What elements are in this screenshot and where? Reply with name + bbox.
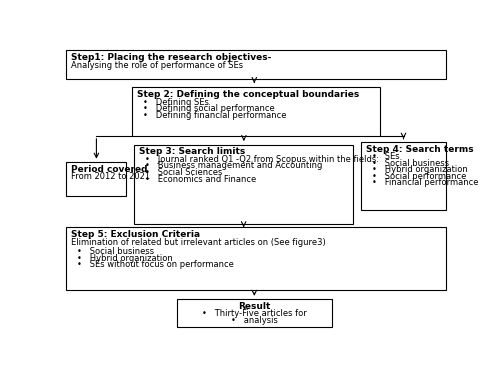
Text: •   Financial performance: • Financial performance [372, 178, 478, 187]
Text: •   Journal ranked Q1 -Q2 from Scopus within the fields:: • Journal ranked Q1 -Q2 from Scopus with… [145, 155, 379, 164]
FancyBboxPatch shape [66, 227, 446, 290]
Text: •   SEs without focus on performance: • SEs without focus on performance [77, 260, 234, 269]
Text: •   SEs: • SEs [372, 152, 400, 161]
Text: •   Economics and Finance: • Economics and Finance [145, 175, 256, 184]
FancyBboxPatch shape [134, 144, 353, 224]
Text: Step 4: Search terms: Step 4: Search terms [366, 144, 474, 154]
FancyBboxPatch shape [66, 50, 446, 79]
Text: Step 3: Search limits: Step 3: Search limits [139, 147, 246, 156]
Text: •   Defining social performance: • Defining social performance [143, 104, 275, 114]
Text: Step 5: Exclusion Criteria: Step 5: Exclusion Criteria [72, 230, 200, 239]
Text: •   Defining financial performance: • Defining financial performance [143, 111, 286, 120]
Text: •   Social business: • Social business [372, 159, 449, 168]
Text: From 2012 to 2021: From 2012 to 2021 [72, 172, 150, 181]
Text: •   Hybrid organization: • Hybrid organization [372, 165, 468, 174]
Text: •   Social Sciences: • Social Sciences [145, 168, 222, 177]
FancyBboxPatch shape [361, 142, 446, 210]
Text: •   Defining SEs: • Defining SEs [143, 98, 209, 107]
Text: Analysing the role of performance of SEs: Analysing the role of performance of SEs [72, 60, 244, 70]
Text: •   Business management and Accounting: • Business management and Accounting [145, 161, 322, 171]
Text: Period covered: Period covered [72, 164, 148, 174]
FancyBboxPatch shape [66, 162, 126, 196]
Text: Elimination of related but irrelevant articles on (See figure3): Elimination of related but irrelevant ar… [72, 238, 326, 247]
Text: •   Hybrid organization: • Hybrid organization [77, 253, 173, 263]
Text: Step1: Placing the research objectives-: Step1: Placing the research objectives- [72, 53, 272, 62]
FancyBboxPatch shape [132, 87, 380, 136]
FancyBboxPatch shape [177, 299, 332, 327]
Text: •   Thirty-Five articles for: • Thirty-Five articles for [202, 309, 306, 318]
Text: •   Social business: • Social business [77, 247, 154, 256]
Text: •   Social performance: • Social performance [372, 172, 466, 181]
Text: Result: Result [238, 302, 270, 311]
Text: •   analysis: • analysis [231, 316, 278, 325]
Text: Step 2: Defining the conceptual boundaries: Step 2: Defining the conceptual boundari… [138, 90, 360, 99]
